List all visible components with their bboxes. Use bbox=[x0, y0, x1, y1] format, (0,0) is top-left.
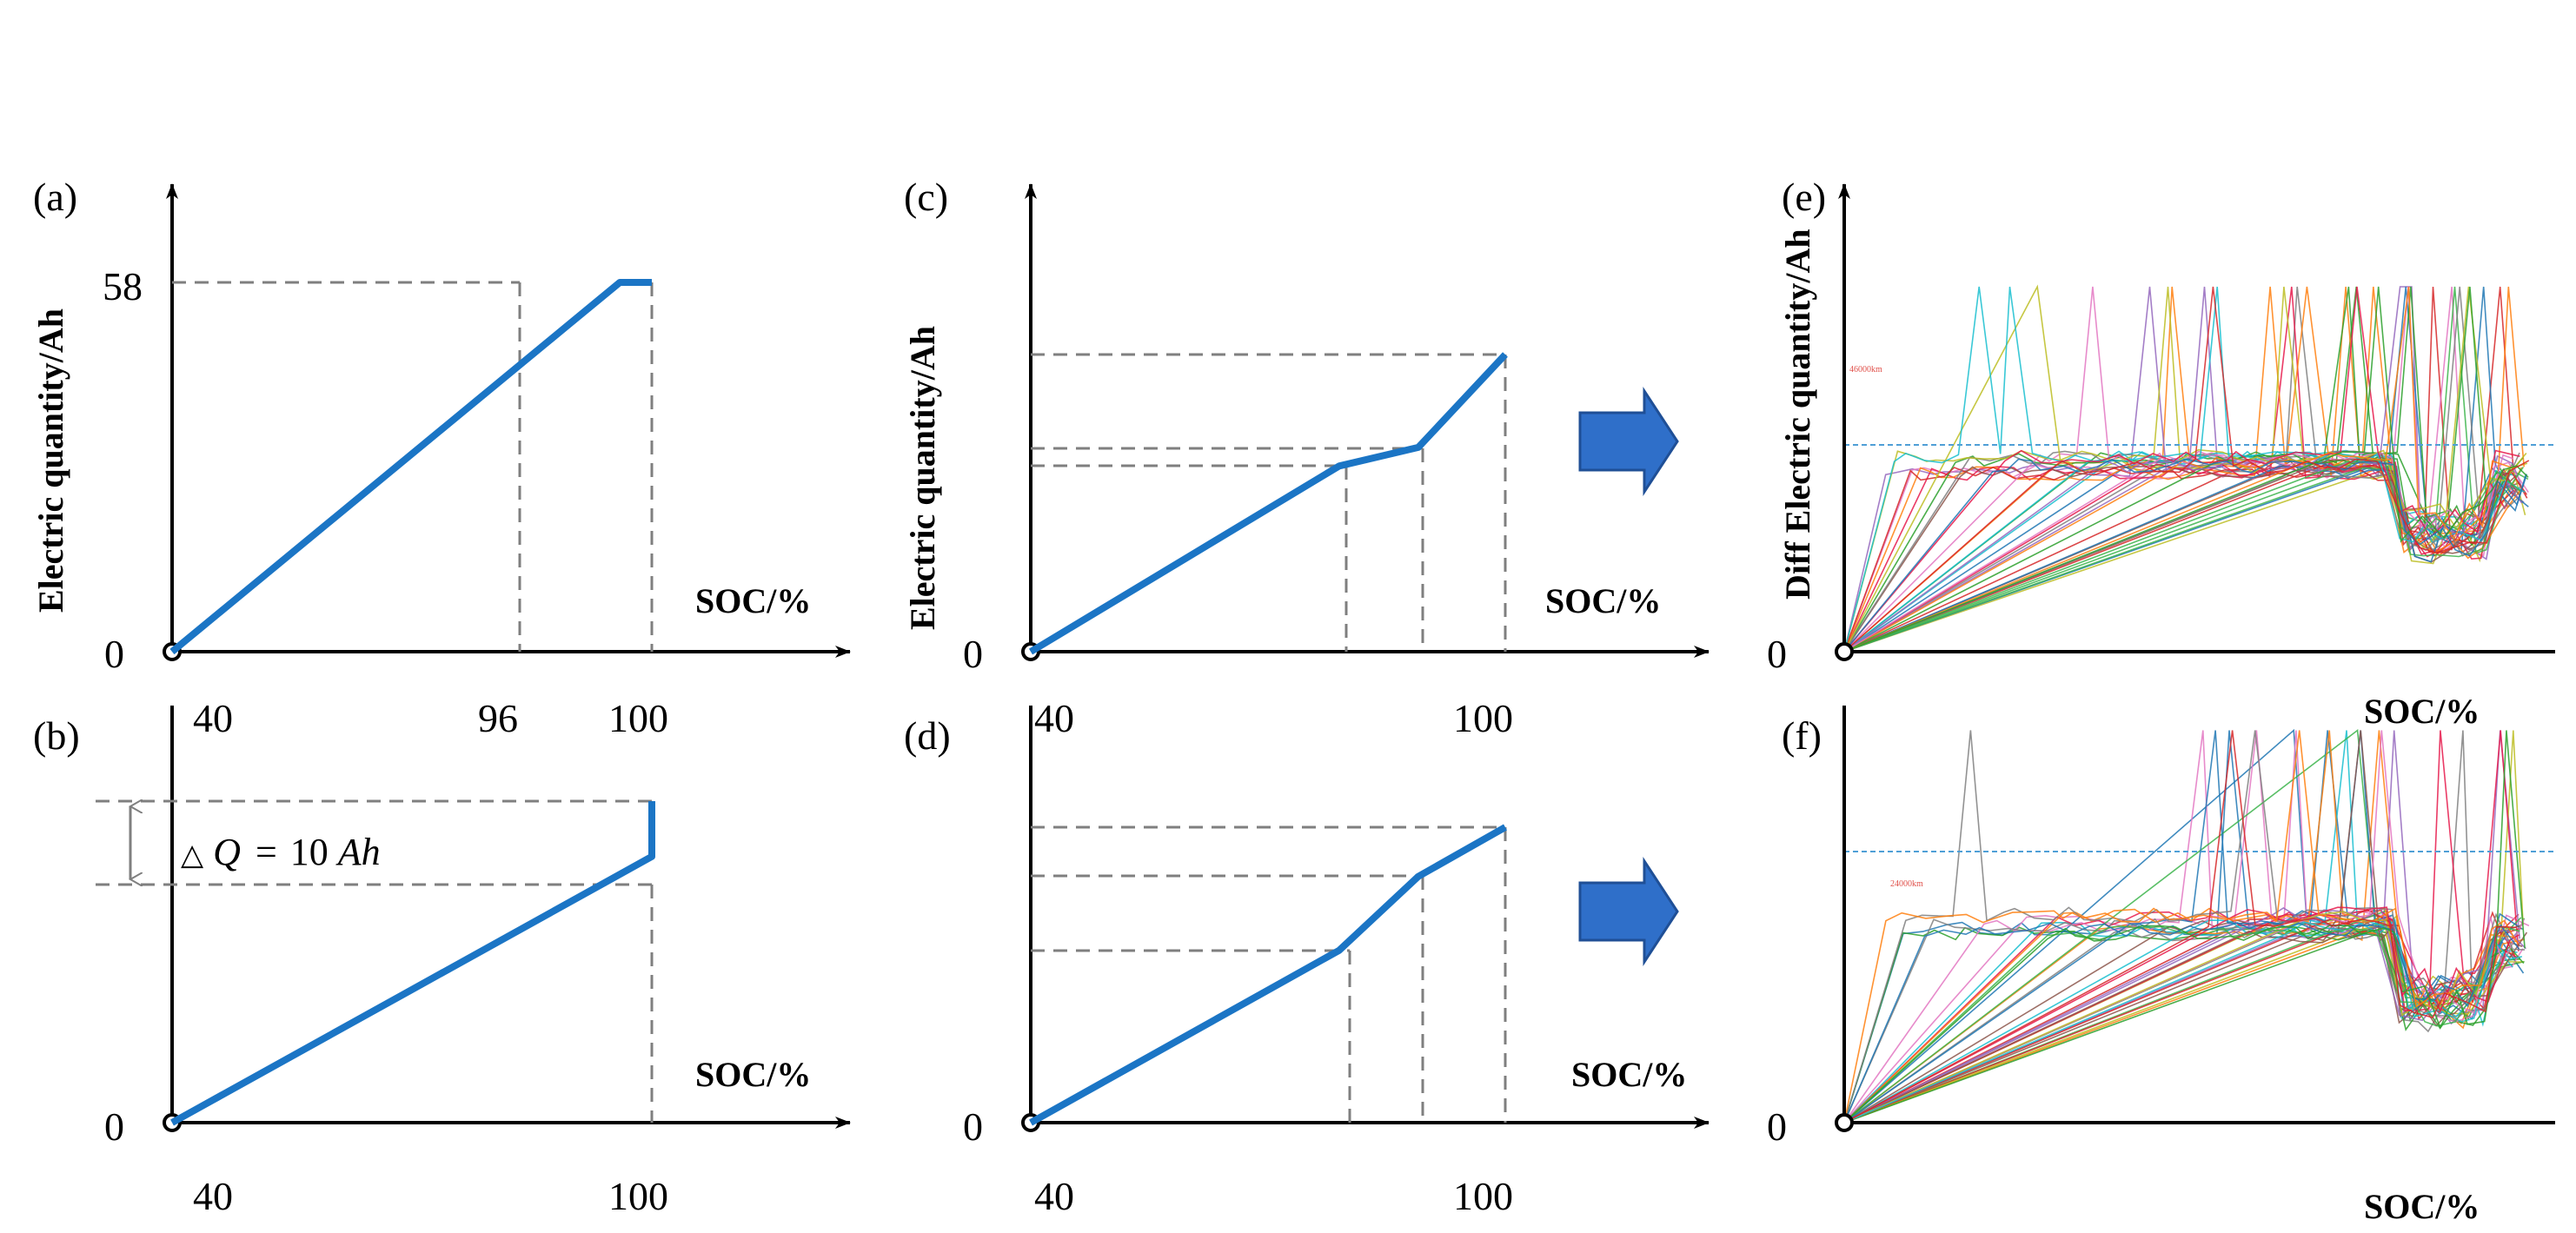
trace-series bbox=[1843, 458, 2527, 653]
y-tick-label: 0 bbox=[104, 632, 124, 676]
trace-series bbox=[1843, 730, 2520, 1124]
trace-series bbox=[1843, 286, 2529, 653]
trace-series bbox=[1843, 925, 2520, 1124]
trace-series bbox=[1843, 728, 2526, 1124]
right-arrow-icon bbox=[1578, 386, 1679, 497]
trace-series bbox=[1843, 730, 2516, 1124]
trace-series bbox=[1843, 920, 2523, 1124]
trace-series bbox=[1843, 921, 2520, 1124]
charge-curve bbox=[169, 279, 652, 655]
y-tick-label: 0 bbox=[963, 1104, 983, 1149]
y-axis-label: Diff Electric quantity/Ah bbox=[1778, 229, 1817, 600]
threshold-label: 46000km bbox=[1849, 365, 1882, 375]
panel-b: (b) △ Q = 10 Ah 0 40 100 SOC/% bbox=[33, 706, 851, 1218]
threshold-label: 24000km bbox=[1890, 879, 1923, 889]
x-axis-label: SOC/% bbox=[695, 581, 811, 620]
trace-series bbox=[1843, 461, 2523, 653]
trace-series bbox=[1843, 730, 2524, 1124]
delta-value: 10 bbox=[290, 831, 329, 873]
trace-series bbox=[1843, 465, 2524, 653]
data-traces bbox=[1843, 284, 2530, 653]
panel-c: (c) Electric quantity/Ah 0 40 100 SOC/% bbox=[903, 175, 1710, 740]
right-arrow-icon bbox=[1578, 856, 1679, 967]
trace-series bbox=[1843, 921, 2518, 1124]
x-tick-label: 100 bbox=[608, 696, 668, 740]
trace-series bbox=[1843, 466, 2515, 653]
delta-unit: Ah bbox=[335, 831, 381, 873]
trace-series bbox=[1843, 730, 2520, 1124]
panel-label: (d) bbox=[904, 713, 951, 758]
x-tick-label: 100 bbox=[608, 1174, 668, 1218]
x-axis-label: SOC/% bbox=[1545, 581, 1661, 620]
data-traces bbox=[1843, 728, 2530, 1124]
trace-series bbox=[1843, 730, 2513, 1124]
trace-series bbox=[1843, 730, 2526, 1124]
x-axis-label: SOC/% bbox=[2364, 1187, 2480, 1226]
x-axis-label: SOC/% bbox=[1571, 1055, 1687, 1094]
trace-series bbox=[1843, 286, 2530, 653]
x-axis-label: SOC/% bbox=[695, 1055, 811, 1094]
trace-series bbox=[1843, 730, 2514, 1124]
trace-series bbox=[1843, 911, 2530, 1124]
trace-series bbox=[1843, 730, 2526, 1124]
trace-series bbox=[1843, 284, 2528, 653]
panel-label: (b) bbox=[33, 713, 80, 758]
charge-curve bbox=[170, 801, 655, 1126]
panel-f: (f) 24000km 0 SOC/% bbox=[1767, 706, 2555, 1226]
x-axis-label: SOC/% bbox=[2364, 692, 2480, 731]
origin-marker bbox=[1835, 642, 1854, 661]
panel-label: (c) bbox=[904, 175, 948, 219]
panel-e: (e) Diff Electric quantity/Ah 46000km 0 … bbox=[1767, 175, 2555, 731]
origin-marker bbox=[1835, 1113, 1854, 1132]
charge-curve bbox=[1028, 352, 1508, 655]
trace-series bbox=[1843, 730, 2526, 1124]
y-axis-label: Electric quantity/Ah bbox=[903, 326, 942, 630]
x-tick-label: 96 bbox=[478, 696, 518, 740]
trace-series bbox=[1843, 730, 2525, 1124]
delta-symbol: △ bbox=[181, 839, 204, 872]
x-tick-label: 100 bbox=[1453, 1174, 1513, 1218]
delta-quantity: Q bbox=[213, 831, 241, 873]
trace-series bbox=[1843, 730, 2524, 1124]
panel-label: (a) bbox=[33, 175, 77, 219]
trace-series bbox=[1843, 906, 2526, 1124]
y-tick-label: 0 bbox=[963, 632, 983, 676]
trace-series bbox=[1843, 286, 2526, 653]
y-tick-label: 0 bbox=[1767, 632, 1787, 676]
trace-series bbox=[1843, 730, 2513, 1124]
trace-series bbox=[1843, 286, 2514, 653]
trace-series bbox=[1843, 730, 2519, 1124]
x-tick-label: 40 bbox=[1034, 1174, 1074, 1218]
y-tick-label: 0 bbox=[1767, 1104, 1787, 1149]
delta-equals: = bbox=[256, 831, 277, 873]
trace-series bbox=[1843, 728, 2523, 1124]
panel-label: (e) bbox=[1782, 175, 1826, 219]
y-tick-label: 0 bbox=[104, 1104, 124, 1149]
x-tick-label: 100 bbox=[1453, 696, 1513, 740]
panel-d: (d) 0 40 100 SOC/% bbox=[904, 706, 1710, 1218]
trace-series bbox=[1843, 286, 2520, 653]
panel-a: (a) Electric quantity/Ah 58 0 40 96 100 … bbox=[31, 175, 851, 740]
x-tick-label: 40 bbox=[193, 696, 233, 740]
charge-curve bbox=[1029, 824, 1507, 1126]
trace-series bbox=[1843, 450, 2513, 653]
trace-series bbox=[1843, 730, 2528, 1124]
trace-series bbox=[1843, 730, 2519, 1124]
trace-series bbox=[1843, 730, 2516, 1124]
trace-series bbox=[1843, 909, 2522, 1124]
trace-series bbox=[1843, 730, 2513, 1124]
x-tick-label: 40 bbox=[1034, 696, 1074, 740]
y-axis-label: Electric quantity/Ah bbox=[31, 308, 70, 613]
panel-label: (f) bbox=[1782, 713, 1822, 758]
delta-q-annotation: △ Q = 10 Ah bbox=[181, 831, 381, 873]
x-tick-label: 40 bbox=[193, 1174, 233, 1218]
y-tick-label: 58 bbox=[103, 264, 143, 308]
